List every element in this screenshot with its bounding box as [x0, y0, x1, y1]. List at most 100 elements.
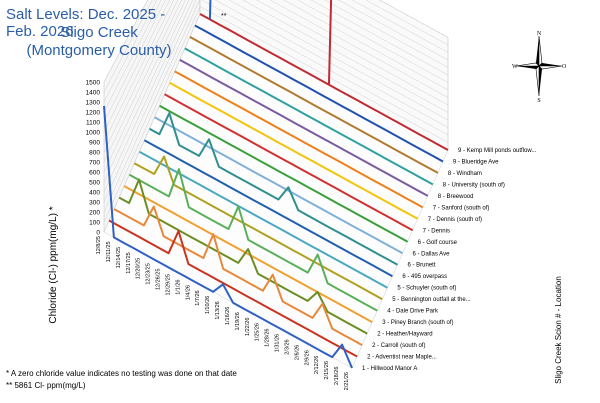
gridline-left: [103, 0, 182, 163]
series-label-17: 8 - University (south of): [443, 182, 505, 188]
gridline-left: [103, 0, 193, 193]
series-line-4: [118, 178, 368, 335]
chart-walls: [103, 0, 449, 369]
x-tick-label: 1/28/26: [265, 329, 271, 347]
series-label-8: 5 - Schuyler (south of): [397, 286, 456, 292]
footnote-outlier: ** 5861 Cl- ppm(mg/L): [6, 381, 86, 390]
x-tick-label: 12/29/25: [165, 274, 171, 295]
x-tick-label: 1/25/26: [255, 323, 261, 341]
x-tick-label: 12/23/25: [146, 263, 152, 284]
y-tick-label: 0: [96, 230, 100, 237]
x-tick-label: 12/11/25: [106, 241, 112, 262]
series-label-9: 6 - 495 overpass: [402, 274, 447, 280]
gridline-back: [214, 0, 449, 128]
series-line-6: [128, 168, 378, 312]
x-tick-label: 12/14/25: [116, 247, 122, 268]
y-tick-label: 1300: [86, 100, 101, 107]
series-label-5: 3 - Piney Branch (south of): [382, 320, 453, 326]
gridline-back: [338, 0, 449, 61]
series-label-20: 9 - Kemp Mill ponds outflow...: [458, 148, 537, 154]
y-axis-ticks: 0 100 200 300 400 500 600 700 800 900 1000 1100 1200…: [86, 80, 101, 237]
gridline-back: [242, 0, 449, 113]
x-tick-label: 1/13/26: [215, 301, 221, 319]
x-tick-label: 1/7/26: [195, 290, 201, 305]
series-line-19: [194, 24, 444, 163]
series-label-10: 6 - Brunett: [408, 263, 436, 269]
series-line-7: [133, 155, 383, 301]
series-line-17: [184, 47, 434, 186]
x-tick-label: 2/9/26: [304, 350, 310, 365]
series-label-15: 7 - Sanford (south of): [433, 205, 490, 211]
gridline-left: [103, 0, 170, 133]
gridline-left: [103, 0, 175, 143]
gridline-left: [103, 6, 201, 223]
x-tick-label: 1/1/26: [175, 280, 181, 295]
series-line-10: [149, 112, 398, 266]
series-line-2: [108, 219, 358, 358]
gridline-back: [297, 0, 449, 83]
footnote-zero: * A zero chloride value indicates no tes…: [6, 369, 237, 378]
x-tick-label: 1/4/26: [185, 285, 191, 300]
series-line-14: [169, 81, 419, 220]
y-tick-label: 100: [89, 220, 100, 227]
series-label-16: 8 - Breewood: [438, 194, 474, 200]
series-label-7: 5 - Bennington outfall at the...: [392, 297, 471, 303]
y-tick-label: 1400: [86, 90, 101, 97]
gridline-back: [269, 0, 449, 98]
series-label-4: 2 - Heather/Hayward: [377, 332, 432, 338]
y-tick-label: 1200: [86, 110, 101, 117]
x-tick-label: 2/21/26: [344, 372, 350, 390]
compass-rose-icon: N S W O: [512, 30, 567, 104]
series-line-16: [179, 59, 429, 197]
x-tick-label: 1/19/26: [235, 312, 241, 330]
y-tick-label: 1500: [86, 80, 101, 87]
gridline-left: [103, 0, 178, 153]
gridline-back: [201, 0, 449, 136]
series-line-13: [164, 93, 414, 232]
y-tick-label: 200: [89, 210, 100, 217]
z-axis-label: Sligo Creek Scion # - Location: [554, 276, 563, 384]
x-tick-label: 1/10/26: [205, 296, 211, 314]
series-label-13: 7 - Dennis: [423, 228, 450, 234]
x-tick-label: 2/6/26: [294, 345, 300, 360]
y-axis-label: Chloride (Cl-) ppm(mg/L) *: [48, 206, 59, 323]
gridline-left: [103, 0, 166, 123]
x-tick-label: 1/31/26: [275, 334, 281, 352]
gridline-left: [103, 0, 197, 203]
series-label-18: 8 - Windham: [448, 171, 482, 177]
y-tick-label: 600: [89, 170, 100, 177]
series-label-1: 1 - Hillwood Manor A: [362, 366, 417, 372]
series-line-11: [154, 116, 403, 255]
y-tick-label: 800: [89, 150, 100, 157]
series-label-3: 2 - Carroll (south of): [372, 343, 425, 349]
gridline-back: [379, 0, 449, 38]
outlier-marker: **: [221, 13, 227, 20]
series-line-5: [123, 185, 373, 323]
series-line-20: [199, 13, 449, 151]
series-label-11: 6 - Dallas Ave: [413, 251, 451, 257]
x-tick-label: 1/22/26: [245, 318, 251, 336]
series-labels: 1 - Hillwood Manor A 2 - Adventist near M…: [362, 148, 537, 372]
compass-n-label: N: [537, 31, 542, 37]
chart-subtitle-creek: Sligo Creek: [60, 24, 138, 41]
series-line-1: [103, 105, 353, 369]
gridline-back: [365, 0, 449, 46]
gridline-left: [103, 0, 200, 213]
x-tick-label: 12/17/25: [126, 252, 132, 273]
y-tick-label: 300: [89, 200, 100, 207]
y-tick-label: 1100: [86, 120, 100, 127]
gridline-back: [228, 0, 449, 121]
series-line-3: [113, 205, 363, 346]
series-line-9: [143, 139, 393, 278]
series-line-12: [159, 104, 409, 243]
chart-series: [103, 0, 449, 369]
gridline-left: [103, 0, 186, 173]
chart-subtitle-county: (Montgomery County): [26, 42, 172, 59]
series-label-2: 2 - Adventist near Maple...: [367, 355, 437, 361]
gridline-back: [310, 0, 449, 76]
gridline-left: [103, 0, 162, 113]
gridline-back: [199, 6, 449, 143]
series-label-19: 9 - Blueridge Ave: [453, 160, 499, 166]
outlier-spike: [327, 0, 333, 85]
